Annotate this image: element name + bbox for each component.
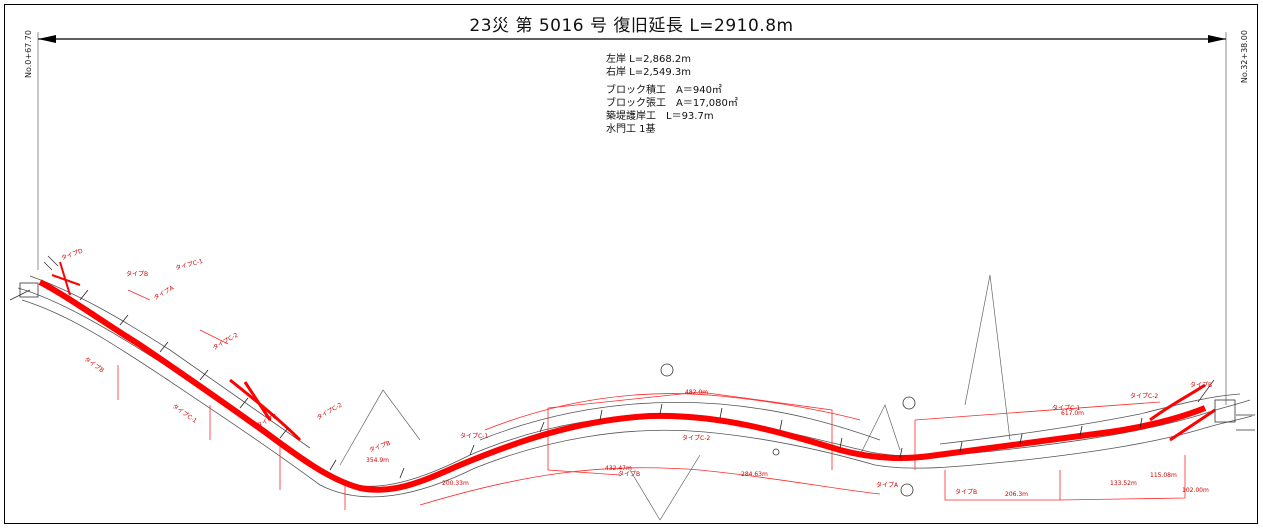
length-labels: 354.9m 482.0m 432.47m 617.0m 206.3m 133.… [366, 389, 1209, 498]
length-label: 200.33m [442, 480, 469, 487]
section-label: タイプC-1 [171, 402, 199, 425]
section-label: タイプC-2 [682, 434, 710, 442]
length-label: 102.00m [1182, 487, 1209, 494]
section-label: タイプB [83, 355, 106, 374]
length-label: 482.0m [685, 389, 708, 396]
dimension-line [37, 32, 1227, 405]
length-label: 115.08m [1150, 472, 1177, 479]
upstream-structure [9, 255, 59, 301]
block-pavement-area: ブロック張工 A＝17,080㎡ [606, 98, 738, 109]
section-label: タイプC-2 [315, 401, 344, 422]
section-label: タイプA [152, 283, 176, 301]
length-label: 617.0m [1061, 410, 1084, 417]
section-label: タイプB [618, 470, 640, 478]
survey-lines [339, 274, 1011, 521]
map-symbols [660, 363, 916, 497]
block-masonry-area: ブロック積工 A＝940㎡ [606, 85, 722, 96]
section-label: タイプA [876, 481, 899, 489]
drawing-title: 23災 第 5016 号 復旧延長 L=2910.8m [469, 16, 794, 36]
section-outlines [117, 289, 1186, 510]
right-bank-length: 右岸 L=2,549.3m [606, 67, 692, 78]
left-bank-length: 左岸 L=2,868.2m [606, 54, 692, 65]
length-label: 206.3m [1005, 491, 1028, 498]
section-label: タイプC-1 [460, 432, 488, 440]
embankment-revetment-length: 築堤護岸工 L＝93.7m [606, 111, 714, 122]
downstream-structure [1197, 379, 1255, 431]
length-label: 284.63m [741, 471, 768, 478]
length-label: 354.9m [366, 457, 389, 464]
drawing-frame [4, 4, 1258, 524]
section-label: タイプD [60, 246, 84, 261]
river-channel [38, 261, 1216, 493]
sluice-gate-count: 水門工 1基 [606, 124, 656, 135]
section-label: タイプC-2 [1130, 392, 1158, 400]
section-label: タイプB [368, 439, 392, 454]
section-label: タイプC-1 [174, 257, 203, 272]
length-label: 133.52m [1110, 480, 1137, 487]
section-label: タイプB [126, 270, 148, 278]
quantity-notes: 左岸 L=2,868.2m 右岸 L=2,549.3m ブロック積工 A＝940… [606, 53, 738, 136]
section-label: タイプC-1 [1052, 404, 1080, 412]
section-label: タイプC-2 [211, 331, 240, 352]
section-label: タイプB [955, 488, 977, 496]
cross-section-ticks [79, 289, 1143, 479]
section-label: タイプB [1190, 381, 1212, 389]
length-label: 432.47m [605, 465, 632, 472]
